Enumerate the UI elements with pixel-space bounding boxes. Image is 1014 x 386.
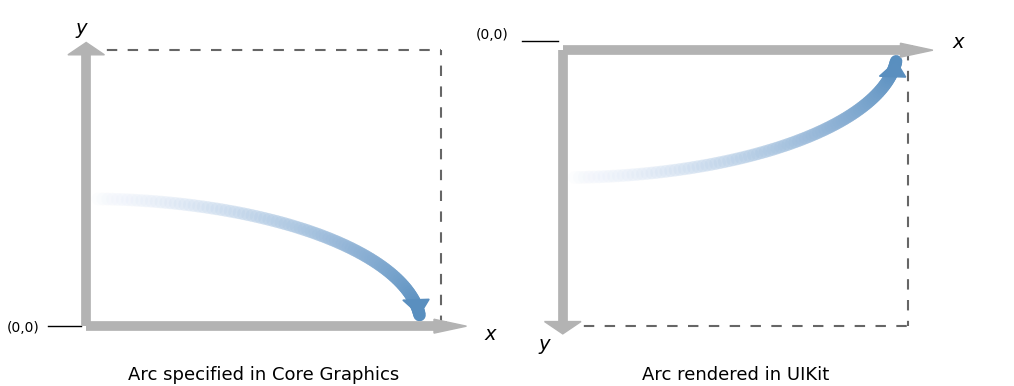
Text: (0,0): (0,0) (7, 321, 40, 335)
Text: Arc rendered in UIKit: Arc rendered in UIKit (642, 366, 828, 384)
Polygon shape (900, 43, 933, 57)
Text: y: y (538, 335, 551, 354)
Polygon shape (434, 319, 466, 333)
Text: Arc specified in Core Graphics: Arc specified in Core Graphics (128, 366, 400, 384)
Text: y: y (75, 19, 87, 39)
Polygon shape (879, 61, 906, 77)
Text: x: x (484, 325, 496, 344)
Polygon shape (545, 322, 581, 334)
Text: x: x (952, 33, 964, 52)
Polygon shape (68, 42, 104, 55)
Polygon shape (403, 299, 429, 315)
Text: (0,0): (0,0) (476, 28, 508, 42)
